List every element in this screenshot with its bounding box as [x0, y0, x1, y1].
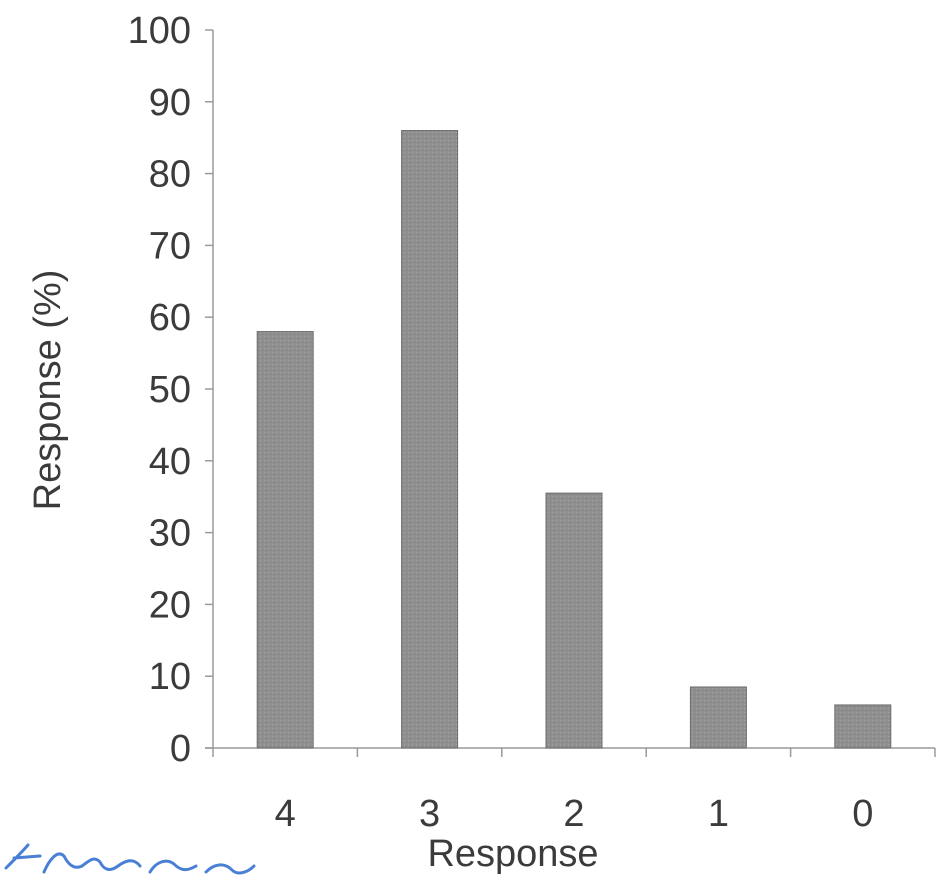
y-tick-label: 20 [149, 584, 191, 626]
y-axis: 0 10 20 30 40 50 60 70 80 90 100 [128, 10, 214, 770]
y-tick-label: 30 [149, 513, 191, 555]
y-tick-label: 100 [128, 10, 191, 52]
x-tick-label: 3 [419, 793, 440, 835]
handwritten-scribble [4, 843, 256, 875]
y-tick-label: 0 [170, 728, 191, 770]
x-tick-label: 0 [852, 793, 873, 835]
y-tick-label: 80 [149, 154, 191, 196]
y-axis-title: Response (%) [27, 270, 69, 511]
y-ticks: 0 10 20 30 40 50 60 70 80 90 100 [128, 10, 213, 770]
y-tick-label: 40 [149, 441, 191, 483]
bar-0 [834, 704, 892, 749]
x-axis-title: Response [427, 833, 598, 875]
y-tick-label: 60 [149, 297, 191, 339]
y-tick-label: 90 [149, 82, 191, 124]
bar-2 [545, 492, 603, 749]
x-tick-label: 2 [563, 793, 584, 835]
bars [256, 130, 892, 749]
x-tick-label: 1 [708, 793, 729, 835]
y-tick-label: 10 [149, 656, 191, 698]
bar-4 [256, 331, 314, 749]
y-tick-label: 50 [149, 369, 191, 411]
x-axis: 4 3 2 1 0 [205, 747, 936, 835]
y-tick-label: 70 [149, 225, 191, 267]
bar-1 [689, 686, 747, 749]
x-tick-label: 4 [275, 793, 296, 835]
bar-3 [401, 130, 459, 749]
x-ticks: 4 3 2 1 0 [212, 748, 936, 835]
